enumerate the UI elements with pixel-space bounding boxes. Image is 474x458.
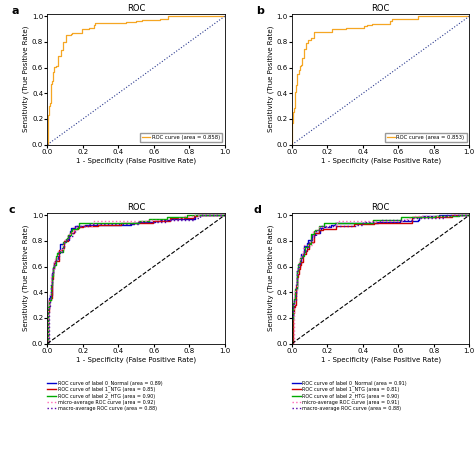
Title: ROC: ROC	[372, 203, 390, 212]
Title: ROC: ROC	[372, 4, 390, 13]
Y-axis label: Sensitivity (True Positive Rate): Sensitivity (True Positive Rate)	[23, 26, 29, 132]
Legend: ROC curve (area = 0.853): ROC curve (area = 0.853)	[385, 133, 466, 142]
X-axis label: 1 - Specificity (False Positive Rate): 1 - Specificity (False Positive Rate)	[320, 356, 441, 363]
Legend: ROC curve of label 0_Normal (area = 0.89), ROC curve of label 1_NTG (area = 0.85: ROC curve of label 0_Normal (area = 0.89…	[47, 380, 162, 411]
X-axis label: 1 - Specificity (False Positive Rate): 1 - Specificity (False Positive Rate)	[76, 356, 196, 363]
Y-axis label: Sensitivity (True Positive Rate): Sensitivity (True Positive Rate)	[267, 26, 274, 132]
Text: d: d	[253, 205, 261, 215]
Title: ROC: ROC	[127, 4, 145, 13]
Y-axis label: Sensitivity (True Positive Rate): Sensitivity (True Positive Rate)	[23, 225, 29, 331]
Legend: ROC curve (area = 0.858): ROC curve (area = 0.858)	[140, 133, 222, 142]
Text: a: a	[12, 6, 19, 16]
Y-axis label: Sensitivity (True Positive Rate): Sensitivity (True Positive Rate)	[267, 225, 274, 331]
Text: b: b	[256, 6, 264, 16]
Title: ROC: ROC	[127, 203, 145, 212]
Legend: ROC curve of label 0_Normal (area = 0.91), ROC curve of label 1_NTG (area = 0.81: ROC curve of label 0_Normal (area = 0.91…	[292, 380, 407, 411]
X-axis label: 1 - Specificity (False Positive Rate): 1 - Specificity (False Positive Rate)	[320, 158, 441, 164]
X-axis label: 1 - Specificity (False Positive Rate): 1 - Specificity (False Positive Rate)	[76, 158, 196, 164]
Text: c: c	[9, 205, 15, 215]
